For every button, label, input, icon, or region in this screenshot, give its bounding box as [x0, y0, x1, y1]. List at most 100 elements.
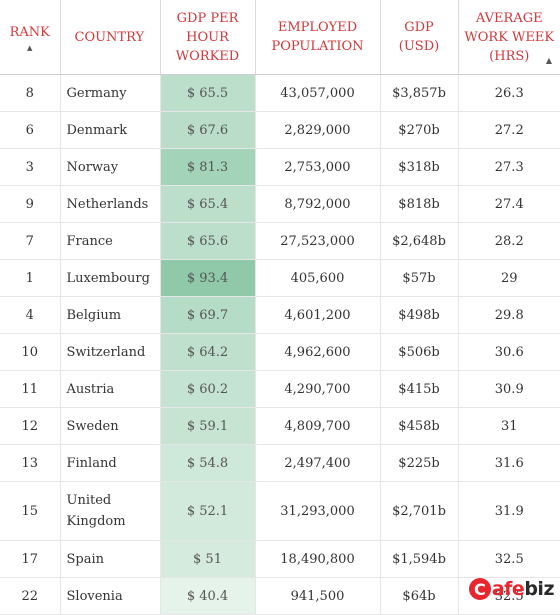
rank-cell: 6: [0, 111, 61, 149]
avg-week-cell: 27.2: [458, 111, 560, 149]
gdp-cell: $225b: [380, 444, 459, 482]
rank-column-header[interactable]: RANK ▲: [0, 0, 61, 75]
employed-cell: 2,753,000: [255, 148, 381, 186]
employed-cell: 18,490,800: [255, 540, 381, 578]
gdp-cell: $818b: [380, 185, 459, 223]
gdp-per-hour-cell: $ 52.1: [160, 481, 256, 541]
table-row: 17 Spain $ 51 18,490,800 $1,594b 32.5: [0, 540, 560, 578]
employed-cell: 8,792,000: [255, 185, 381, 223]
avg-week-cell: 28.2: [458, 222, 560, 260]
avg-week-cell: 27.3: [458, 148, 560, 186]
table-row: 3 Norway $ 81.3 2,753,000 $318b 27.3: [0, 148, 560, 186]
scroll-arrow-icon[interactable]: ▲: [545, 56, 552, 65]
rank-cell: 17: [0, 540, 61, 578]
cafebiz-logo-icon: C: [468, 578, 491, 600]
country-cell: Austria: [60, 370, 161, 408]
gdp-per-hour-column-header[interactable]: GDP PER HOUR WORKED: [160, 0, 256, 75]
table-row: 4 Belgium $ 69.7 4,601,200 $498b 29.8: [0, 296, 560, 334]
rank-cell: 12: [0, 407, 61, 445]
table-row: 10 Switzerland $ 64.2 4,962,600 $506b 30.6: [0, 333, 560, 371]
rank-cell: 1: [0, 259, 61, 297]
table-row: 15 United Kingdom $ 52.1 31,293,000 $2,701b 3…: [0, 481, 560, 541]
employed-cell: 4,962,600: [255, 333, 381, 371]
gdp-cell: $270b: [380, 111, 459, 149]
table-row: 13 Finland $ 54.8 2,497,400 $225b 31.6: [0, 444, 560, 482]
avg-week-cell: 27.4: [458, 185, 560, 223]
avg-week-cell: 31: [458, 407, 560, 445]
employed-column-header[interactable]: EMPLOYED POPULATION: [255, 0, 381, 75]
gdp-per-hour-cell: $ 64.2: [160, 333, 256, 371]
gdp-per-hour-cell: $ 59.1: [160, 407, 256, 445]
gdp-per-hour-cell: $ 60.2: [160, 370, 256, 408]
gdp-per-hour-cell: $ 54.8: [160, 444, 256, 482]
country-cell: United Kingdom: [60, 481, 161, 541]
table-row: 6 Denmark $ 67.6 2,829,000 $270b 27.2: [0, 111, 560, 149]
gdp-column-header[interactable]: GDP (USD): [380, 0, 459, 75]
gdp-per-hour-cell: $ 65.6: [160, 222, 256, 260]
rank-cell: 15: [0, 481, 61, 541]
table-row: 8 Germany $ 65.5 43,057,000 $3,857b 26.3: [0, 74, 560, 112]
avg-week-cell: 30.9: [458, 370, 560, 408]
sort-ascending-icon[interactable]: ▲: [27, 43, 33, 52]
country-cell: Germany: [60, 74, 161, 112]
country-cell: Slovenia: [60, 577, 161, 615]
table-header-row: RANK ▲ COUNTRY GDP PER HOUR WORKED EMPLO…: [0, 0, 560, 75]
employed-cell: 2,497,400: [255, 444, 381, 482]
employed-cell: 31,293,000: [255, 481, 381, 541]
cafebiz-logo-text: afebiz: [491, 578, 555, 600]
gdp-per-hour-cell: $ 40.4: [160, 577, 256, 615]
gdp-per-hour-cell: $ 81.3: [160, 148, 256, 186]
gdp-cell: $64b: [380, 577, 459, 615]
table-row: 1 Luxembourg $ 93.4 405,600 $57b 29: [0, 259, 560, 297]
rank-cell: 9: [0, 185, 61, 223]
rank-cell: 8: [0, 74, 61, 112]
employed-cell: 4,290,700: [255, 370, 381, 408]
country-cell: Switzerland: [60, 333, 161, 371]
gdp-cell: $415b: [380, 370, 459, 408]
country-cell: Sweden: [60, 407, 161, 445]
gdp-cell: $506b: [380, 333, 459, 371]
gdp-cell: $318b: [380, 148, 459, 186]
country-cell: Luxembourg: [60, 259, 161, 297]
table-body: 8 Germany $ 65.5 43,057,000 $3,857b 26.3 6 Denm…: [0, 74, 560, 615]
gdp-per-hour-cell: $ 65.5: [160, 74, 256, 112]
gdp-cell: $2,701b: [380, 481, 459, 541]
rank-cell: 22: [0, 577, 61, 615]
country-cell: Finland: [60, 444, 161, 482]
rank-cell: 11: [0, 370, 61, 408]
gdp-cell: $498b: [380, 296, 459, 334]
gdp-per-hour-cell: $ 65.4: [160, 185, 256, 223]
rank-cell: 3: [0, 148, 61, 186]
gdp-per-hour-cell: $ 69.7: [160, 296, 256, 334]
rank-cell: 7: [0, 222, 61, 260]
gdp-cell: $458b: [380, 407, 459, 445]
avg-week-cell: 29.8: [458, 296, 560, 334]
rank-header-label: RANK: [9, 24, 50, 40]
avg-week-cell: 31.6: [458, 444, 560, 482]
employed-cell: 941,500: [255, 577, 381, 615]
avg-week-column-header[interactable]: AVERAGE WORK WEEK (HRS): [458, 0, 560, 75]
avg-week-cell: 29: [458, 259, 560, 297]
country-cell: France: [60, 222, 161, 260]
employed-header-label: EMPLOYED POPULATION: [271, 20, 364, 54]
country-column-header[interactable]: COUNTRY: [60, 0, 161, 75]
gdp-per-hour-cell: $ 51: [160, 540, 256, 578]
country-cell: Norway: [60, 148, 161, 186]
cafebiz-watermark: C afebiz: [468, 578, 555, 600]
avg-week-cell: 31.9: [458, 481, 560, 541]
avg-week-cell: 26.3: [458, 74, 560, 112]
employed-cell: 4,809,700: [255, 407, 381, 445]
gdp-per-hour-cell: $ 93.4: [160, 259, 256, 297]
employed-cell: 405,600: [255, 259, 381, 297]
country-cell: Netherlands: [60, 185, 161, 223]
rank-cell: 10: [0, 333, 61, 371]
rank-cell: 13: [0, 444, 61, 482]
gdp-cell: $3,857b: [380, 74, 459, 112]
table-row: 11 Austria $ 60.2 4,290,700 $415b 30.9: [0, 370, 560, 408]
table-row: 12 Sweden $ 59.1 4,809,700 $458b 31: [0, 407, 560, 445]
employed-cell: 4,601,200: [255, 296, 381, 334]
table-row: 9 Netherlands $ 65.4 8,792,000 $818b 27.4: [0, 185, 560, 223]
employed-cell: 27,523,000: [255, 222, 381, 260]
avg-week-cell: 30.6: [458, 333, 560, 371]
